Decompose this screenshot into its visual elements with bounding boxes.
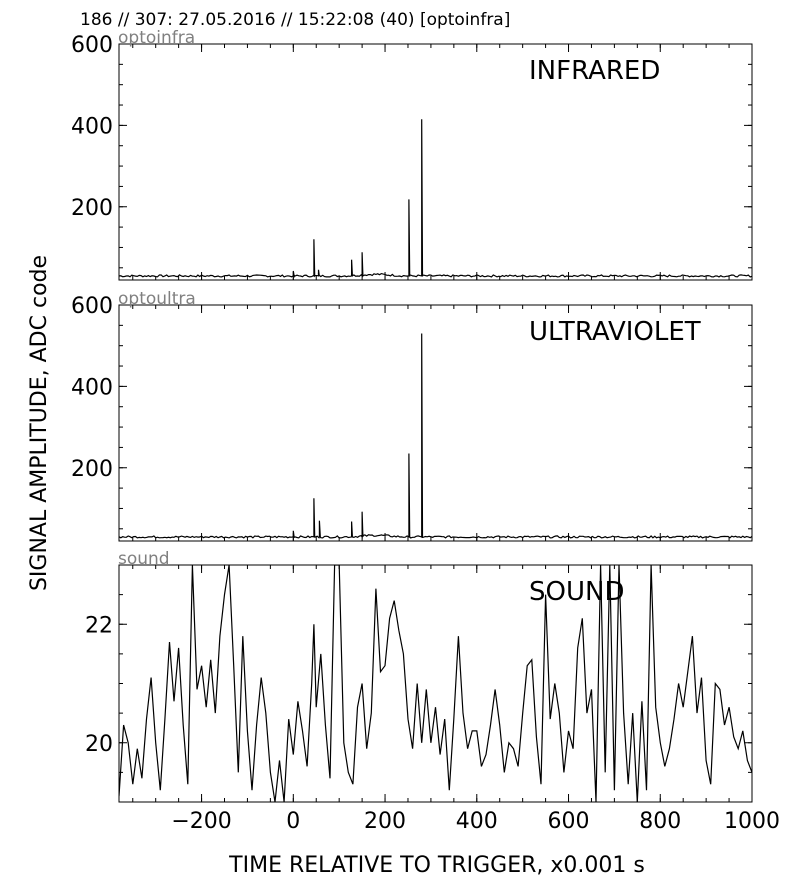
series-line-optoinfra bbox=[119, 119, 752, 279]
y-tick-label: 400 bbox=[71, 375, 113, 400]
y-tick-label: 200 bbox=[71, 457, 113, 482]
plot-frame bbox=[118, 43, 753, 281]
panel-infrared: 200 400 600 optoinfra INFRARED bbox=[71, 28, 753, 281]
y-axis-label: SIGNAL AMPLITUDE, ADC code bbox=[27, 255, 52, 591]
y-tick-label: 600 bbox=[71, 294, 113, 319]
channel-label: optoultra bbox=[118, 289, 196, 309]
series-line-sound bbox=[119, 565, 752, 802]
x-tick-label: 200 bbox=[364, 809, 406, 834]
x-tick-label: 600 bbox=[548, 809, 590, 834]
x-tick-label: 800 bbox=[639, 809, 681, 834]
panel-title: ULTRAVIOLET bbox=[529, 317, 701, 347]
channel-label: optoinfra bbox=[118, 28, 195, 48]
plot-frame bbox=[118, 304, 753, 542]
y-tick-label: 600 bbox=[71, 33, 113, 58]
x-tick-label: 400 bbox=[456, 809, 498, 834]
x-tick-label: 1000 bbox=[724, 809, 780, 834]
plot-frame bbox=[118, 564, 753, 803]
y-tick-label: 22 bbox=[85, 613, 113, 638]
x-axis-label: TIME RELATIVE TO TRIGGER, x0.001 s bbox=[228, 853, 645, 878]
channel-label: sound bbox=[118, 549, 170, 569]
y-tick-label: 400 bbox=[71, 114, 113, 139]
y-tick-label: 200 bbox=[71, 196, 113, 221]
x-tick-label: −200 bbox=[171, 809, 231, 834]
y-tick-label: 20 bbox=[85, 732, 113, 757]
panel-sound: 20 22 −200 0 200 400 600 800 1000 sound SOUND bbox=[85, 549, 780, 834]
series-line-optoultra bbox=[119, 333, 752, 539]
panel-title: INFRARED bbox=[529, 56, 660, 86]
panel-ultraviolet: 200 400 600 optoultra ULTRAVIOLET bbox=[71, 289, 753, 542]
figure-title: 186 // 307: 27.05.2016 // 15:22:08 (40) … bbox=[80, 10, 510, 30]
x-tick-label: 0 bbox=[286, 809, 300, 834]
panel-title: SOUND bbox=[529, 577, 624, 607]
